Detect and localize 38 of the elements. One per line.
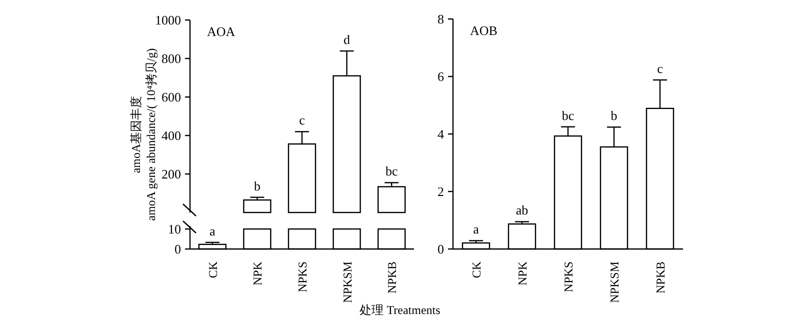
y-tick-label: 200 [162,166,181,182]
y-tick-label: 8 [438,12,444,26]
annotation: b [610,108,618,124]
x-tick-label: NPKS [562,262,576,292]
y-axis-title: amoA基因丰度 amoA gene abundance/( 10⁴拷贝/g) [129,48,158,221]
annotation: c [299,112,306,128]
x-axis-title: 处理 Treatments [360,303,441,317]
annotation: ab [516,202,528,218]
y-tick-label: 2 [438,184,444,199]
chart-title: AOA [207,24,236,39]
y-tick-label: 4 [438,126,444,142]
x-tick-label: NPKB [385,262,400,294]
annotation: a [210,223,216,238]
y-tick-label: 800 [162,51,181,66]
bar [243,199,272,214]
x-tick-label: CK [206,261,220,278]
x-tick-label: NPKS [296,262,310,292]
chart-title: AOB [470,23,498,38]
y-tick-label: 1000 [155,12,181,28]
y-tick-label: 0 [438,242,444,256]
x-tick-label: NPK [516,261,530,286]
x-tick-label: NPKB [654,262,668,294]
annotation: bc [562,108,574,123]
annotation: c [657,60,664,76]
annotation: b [254,178,260,194]
x-tick-label: NPKSM [340,261,354,303]
annotation: a [473,222,480,237]
y-tick-label: 0 [174,242,181,256]
x-tick-label: NPKSM [608,261,622,303]
y-tick-label: 400 [162,128,181,143]
x-tick-label: NPK [250,261,265,286]
x-tick-label: CK [470,261,484,278]
annotation: bc [385,164,398,179]
y-tick-label: 600 [162,90,181,104]
annotation: d [344,32,351,47]
y-tick-label: 10 [168,222,181,236]
bar [378,186,406,214]
y-tick-label: 6 [438,69,444,84]
